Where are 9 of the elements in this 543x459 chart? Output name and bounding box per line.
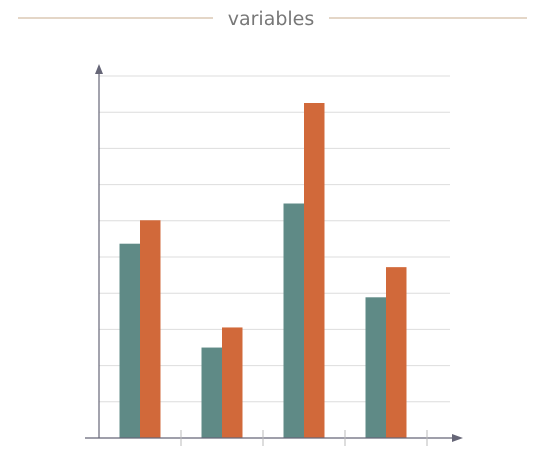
- bar: [202, 348, 222, 438]
- bar: [366, 297, 386, 438]
- bar: [222, 327, 242, 438]
- bar: [284, 204, 304, 438]
- bar: [140, 220, 160, 438]
- bar: [304, 103, 324, 438]
- chart-title: variables: [228, 8, 314, 30]
- bar: [120, 244, 140, 438]
- bar: [386, 267, 406, 438]
